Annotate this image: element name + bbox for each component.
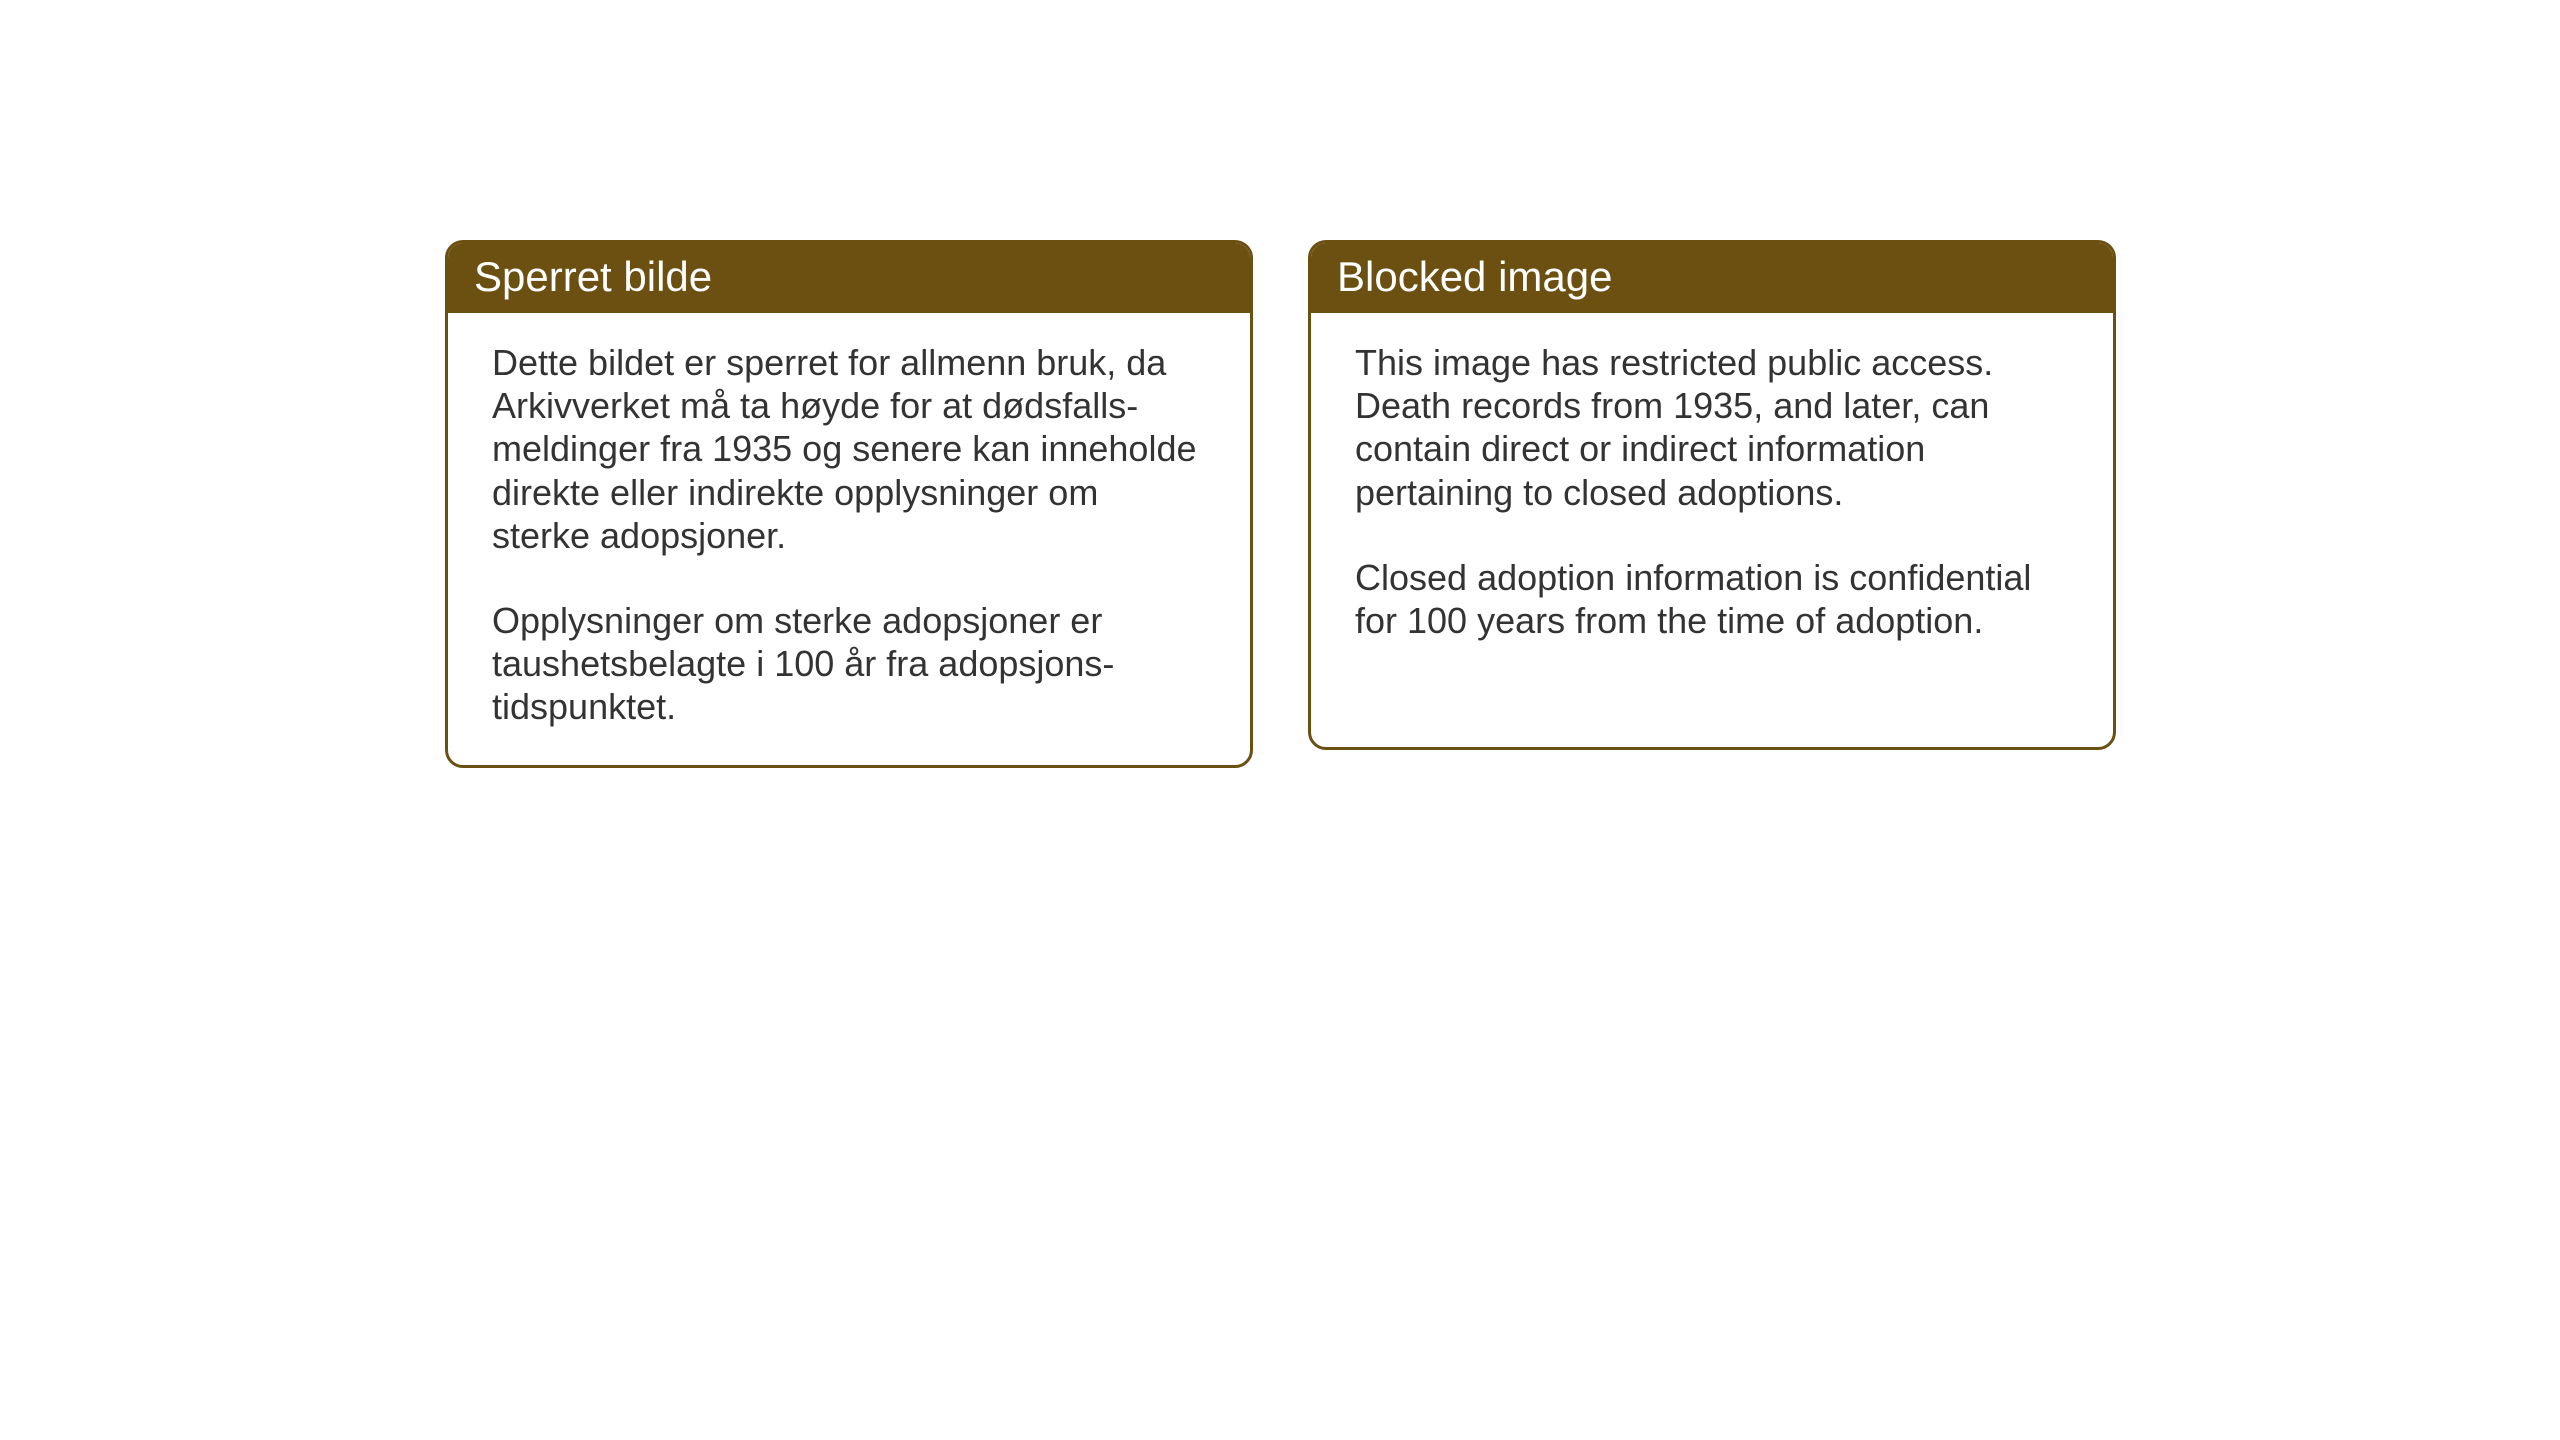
notice-paragraph-2-english: Closed adoption information is confident… <box>1355 556 2069 642</box>
notice-title-norwegian: Sperret bilde <box>474 253 712 300</box>
notice-paragraph-1-english: This image has restricted public access.… <box>1355 341 2069 514</box>
notice-body-english: This image has restricted public access.… <box>1311 313 2113 678</box>
notice-paragraph-1-norwegian: Dette bildet er sperret for allmenn bruk… <box>492 341 1206 557</box>
notice-paragraph-2-norwegian: Opplysninger om sterke adopsjoner er tau… <box>492 599 1206 729</box>
notice-header-english: Blocked image <box>1311 243 2113 313</box>
notice-header-norwegian: Sperret bilde <box>448 243 1250 313</box>
notice-card-norwegian: Sperret bilde Dette bildet er sperret fo… <box>445 240 1253 768</box>
notices-container: Sperret bilde Dette bildet er sperret fo… <box>445 240 2116 768</box>
notice-body-norwegian: Dette bildet er sperret for allmenn bruk… <box>448 313 1250 765</box>
notice-card-english: Blocked image This image has restricted … <box>1308 240 2116 750</box>
notice-title-english: Blocked image <box>1337 253 1612 300</box>
